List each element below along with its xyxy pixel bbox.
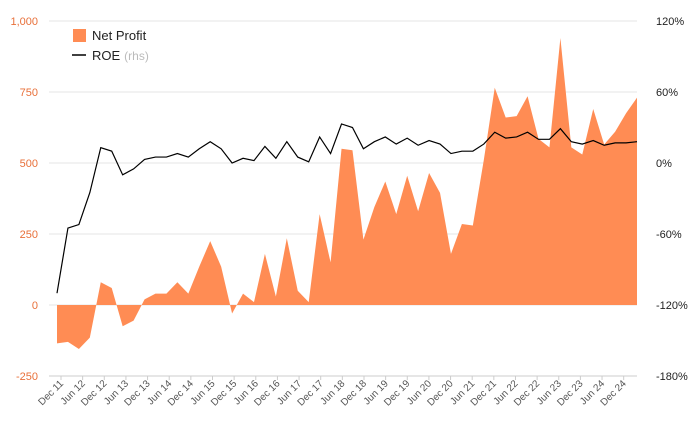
left-tick-label: 250 [20,229,38,241]
left-tick-label: 750 [20,87,38,99]
right-tick-label: 120% [656,16,684,28]
right-tick-label: -60% [656,229,682,241]
roe-line-layer [56,123,638,294]
left-tick-label: 1,000 [10,16,38,28]
right-axis: -180% -120% -60% 0% 60% 120% [656,16,688,383]
right-tick-label: 0% [656,158,672,170]
left-axis: -250 0 250 500 750 1,000 [10,16,38,383]
net-profit-area-layer [57,38,637,350]
left-tick-label: 500 [20,158,38,170]
legend-roe-label: ROE [92,48,121,63]
left-tick-label: -250 [16,371,38,383]
legend: Net Profit ROE (rhs) [72,28,149,63]
right-tick-label: 60% [656,87,678,99]
left-tick-label: 0 [32,300,38,312]
net-profit-area [57,38,637,350]
roe-line [56,123,638,294]
legend-net-profit-swatch [73,29,86,42]
legend-net-profit-label: Net Profit [92,28,147,43]
right-tick-label: -120% [656,300,688,312]
legend-roe-note: (rhs) [124,49,149,63]
right-tick-label: -180% [656,371,688,383]
legend-roe-label-group: ROE (rhs) [92,48,149,63]
